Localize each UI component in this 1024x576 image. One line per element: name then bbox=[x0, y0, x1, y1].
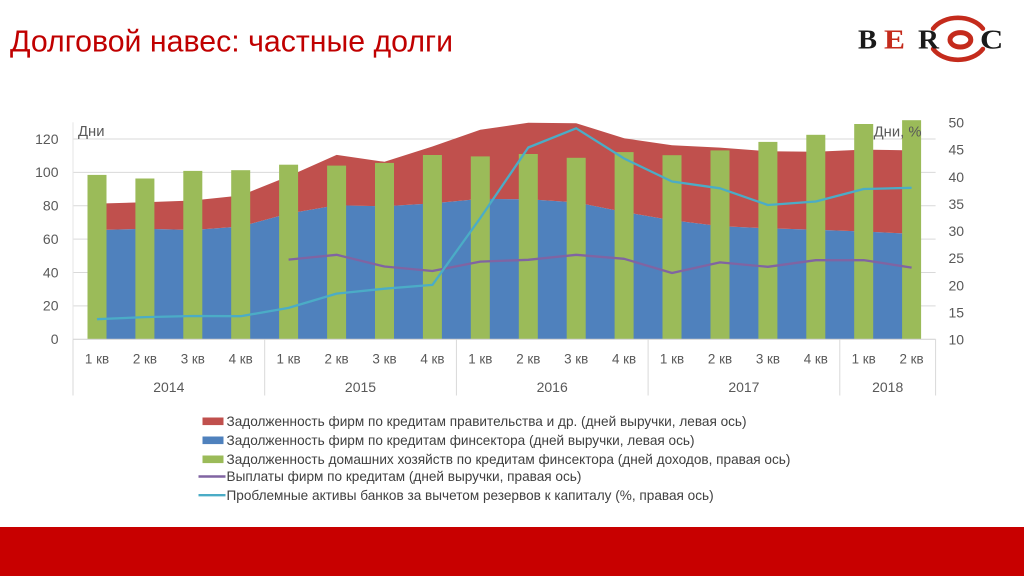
svg-text:0: 0 bbox=[51, 331, 59, 347]
svg-text:3 кв: 3 кв bbox=[756, 352, 780, 367]
svg-text:Проблемные активы банков за вы: Проблемные активы банков за вычетом резе… bbox=[227, 488, 714, 503]
svg-text:4 кв: 4 кв bbox=[804, 352, 828, 367]
svg-text:Задолженность фирм по кредитам: Задолженность фирм по кредитам правитель… bbox=[227, 414, 747, 429]
svg-text:4 кв: 4 кв bbox=[612, 352, 636, 367]
svg-text:25: 25 bbox=[949, 250, 965, 266]
svg-text:3 кв: 3 кв bbox=[372, 352, 396, 367]
svg-text:4 кв: 4 кв bbox=[229, 352, 253, 367]
svg-text:30: 30 bbox=[949, 223, 965, 239]
svg-text:15: 15 bbox=[949, 305, 965, 321]
svg-text:2016: 2016 bbox=[537, 379, 568, 395]
svg-text:80: 80 bbox=[43, 198, 59, 214]
svg-text:10: 10 bbox=[949, 332, 965, 348]
svg-text:Дни, %: Дни, % bbox=[874, 125, 922, 141]
svg-text:3 кв: 3 кв bbox=[564, 352, 588, 367]
svg-text:45: 45 bbox=[949, 142, 965, 158]
svg-text:40: 40 bbox=[949, 169, 965, 185]
svg-text:40: 40 bbox=[43, 264, 59, 280]
svg-text:4 кв: 4 кв bbox=[420, 352, 444, 367]
svg-text:Задолженность фирм по кредитам: Задолженность фирм по кредитам финсектор… bbox=[227, 433, 695, 448]
svg-text:2 кв: 2 кв bbox=[900, 352, 924, 367]
svg-text:B: B bbox=[858, 25, 877, 55]
svg-text:35: 35 bbox=[949, 196, 965, 212]
svg-text:20: 20 bbox=[949, 277, 965, 293]
svg-text:100: 100 bbox=[35, 164, 59, 180]
svg-text:2 кв: 2 кв bbox=[516, 352, 540, 367]
svg-text:60: 60 bbox=[43, 231, 59, 247]
svg-text:2014: 2014 bbox=[153, 379, 184, 395]
svg-text:2015: 2015 bbox=[345, 379, 376, 395]
svg-text:2 кв: 2 кв bbox=[133, 352, 157, 367]
svg-text:3 кв: 3 кв bbox=[181, 352, 205, 367]
svg-text:E: E bbox=[884, 25, 905, 55]
svg-text:1 кв: 1 кв bbox=[852, 352, 876, 367]
svg-text:Дни: Дни bbox=[78, 124, 104, 140]
svg-text:1 кв: 1 кв bbox=[660, 352, 684, 367]
svg-text:1 кв: 1 кв bbox=[277, 352, 301, 367]
svg-text:1 кв: 1 кв bbox=[468, 352, 492, 367]
svg-text:Долговой навес: частные долги: Долговой навес: частные долги bbox=[10, 26, 453, 59]
svg-text:Задолженность домашних хозяйст: Задолженность домашних хозяйств по креди… bbox=[227, 452, 791, 467]
svg-text:2018: 2018 bbox=[872, 379, 903, 395]
svg-text:C: C bbox=[980, 25, 1003, 55]
svg-text:2017: 2017 bbox=[728, 379, 759, 395]
svg-text:2 кв: 2 кв bbox=[708, 352, 732, 367]
svg-text:1 кв: 1 кв bbox=[85, 352, 109, 367]
svg-text:50: 50 bbox=[949, 115, 965, 131]
svg-text:Выплаты фирм по кредитам (дней: Выплаты фирм по кредитам (дней выручки, … bbox=[227, 469, 582, 484]
svg-text:20: 20 bbox=[43, 298, 59, 314]
svg-text:120: 120 bbox=[35, 131, 59, 147]
svg-text:2 кв: 2 кв bbox=[325, 352, 349, 367]
svg-text:R: R bbox=[918, 25, 939, 55]
